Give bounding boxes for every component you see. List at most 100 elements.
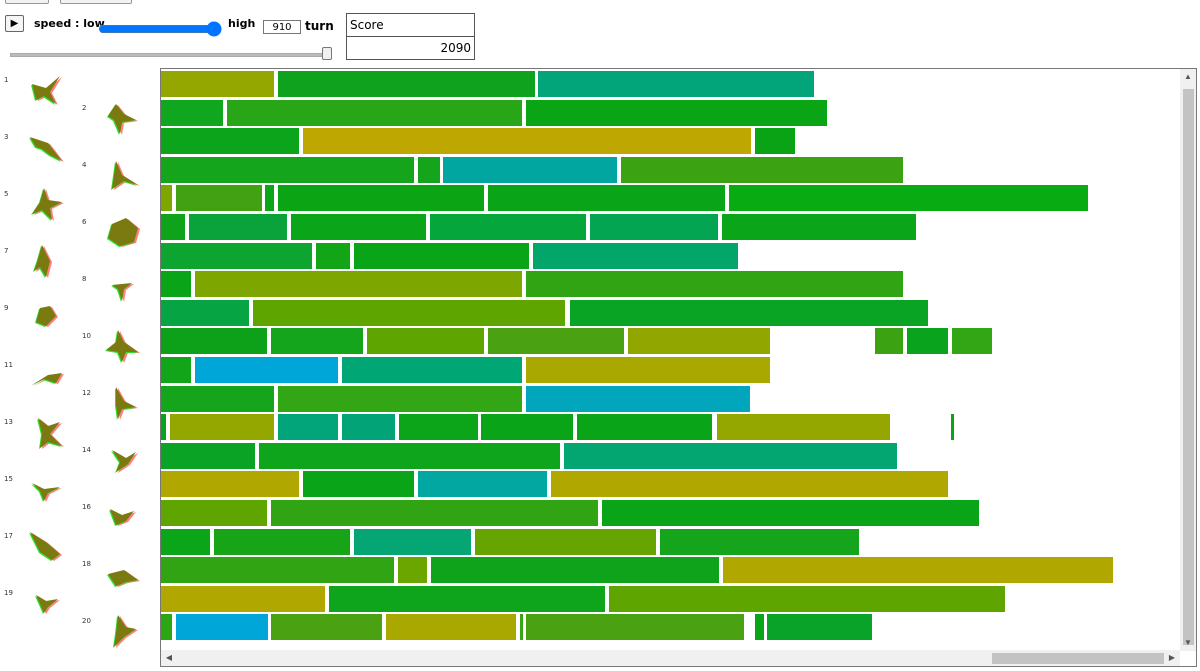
shape-thumbnail	[113, 615, 138, 648]
play-button[interactable]: ▶	[5, 15, 24, 32]
turn-input[interactable]	[263, 20, 301, 34]
turn-slider-thumb[interactable]	[322, 47, 332, 60]
lane-block	[526, 614, 744, 641]
lane-block	[161, 214, 185, 240]
lane-row	[161, 414, 1179, 441]
lane-block	[161, 414, 166, 441]
scroll-left-icon[interactable]: ◀	[165, 653, 173, 662]
lane-block	[538, 71, 814, 97]
lane-block	[253, 299, 565, 326]
lane-block	[717, 414, 890, 441]
lane-block	[278, 71, 535, 97]
lane-block	[755, 614, 764, 641]
lane-row	[161, 328, 1179, 355]
lane-block	[755, 128, 795, 155]
shape-thumbnail	[109, 509, 136, 526]
shape-thumbnail	[35, 595, 60, 614]
lane-row	[161, 614, 1179, 641]
lane-block	[431, 557, 719, 584]
lane-block	[526, 99, 827, 126]
top-button-1[interactable]	[5, 0, 49, 4]
play-icon: ▶	[10, 18, 19, 29]
shape-number: 2	[82, 104, 87, 112]
lane-canvas	[161, 69, 1179, 649]
turn-slider-track[interactable]	[10, 53, 330, 57]
scroll-up-icon[interactable]: ▲	[1184, 72, 1192, 81]
lane-row	[161, 99, 1179, 126]
lane-row	[161, 271, 1179, 298]
shape-thumbnail	[33, 245, 52, 278]
lane-block	[161, 500, 267, 526]
lane-row	[161, 500, 1179, 526]
shape-number: 3	[4, 133, 9, 141]
lane-block	[952, 328, 992, 355]
lane-row	[161, 442, 1179, 469]
lane-block	[526, 385, 750, 412]
lane-block	[161, 385, 274, 412]
lane-block	[488, 328, 624, 355]
lane-row	[161, 471, 1179, 498]
top-button-2[interactable]	[60, 0, 132, 4]
vertical-scrollbar[interactable]: ▲ ▼	[1180, 69, 1196, 651]
lane-block	[161, 128, 299, 155]
lane-block	[265, 185, 274, 212]
shape-thumbnail	[111, 450, 138, 473]
lane-block	[271, 328, 363, 355]
scroll-right-icon[interactable]: ▶	[1168, 653, 1176, 662]
lane-block	[342, 414, 395, 441]
lane-block	[161, 528, 210, 555]
scroll-down-icon[interactable]: ▼	[1184, 638, 1192, 647]
horizontal-scrollbar[interactable]: ◀ ▶	[161, 650, 1180, 666]
lane-viewport[interactable]: ▲ ▼ ◀ ▶	[160, 68, 1197, 667]
lane-block	[526, 271, 903, 298]
lane-block	[278, 185, 484, 212]
lane-row	[161, 156, 1179, 183]
shape-number: 14	[82, 446, 91, 454]
lane-block	[271, 614, 382, 641]
lane-block	[189, 214, 287, 240]
shape-thumbnail	[105, 330, 140, 363]
lane-block	[660, 528, 859, 555]
lane-block	[176, 614, 268, 641]
lane-row	[161, 528, 1179, 555]
shape-number: 15	[4, 475, 13, 483]
horizontal-scroll-thumb[interactable]	[992, 653, 1164, 664]
lane-block	[399, 414, 478, 441]
lane-block	[195, 271, 522, 298]
lane-row	[161, 557, 1179, 584]
lane-block	[609, 585, 1005, 612]
shape-number: 1	[4, 76, 9, 84]
shape-number: 11	[4, 361, 13, 369]
lane-row	[161, 128, 1179, 155]
shape-thumbnail	[107, 104, 138, 135]
shape-thumbnail	[29, 137, 64, 162]
lane-block	[161, 442, 255, 469]
lane-block	[161, 557, 394, 584]
shape-number: 12	[82, 389, 91, 397]
lane-row	[161, 585, 1179, 612]
lane-row	[161, 214, 1179, 240]
shape-thumbnail	[29, 532, 62, 561]
lane-block	[570, 299, 928, 326]
lane-block	[176, 185, 262, 212]
lane-block	[161, 71, 274, 97]
shape-number: 18	[82, 560, 91, 568]
lane-block	[214, 528, 350, 555]
speed-slider[interactable]	[98, 22, 222, 36]
score-box: Score 2090	[346, 13, 475, 60]
lane-row	[161, 357, 1179, 383]
lane-block	[621, 156, 903, 183]
vertical-scroll-thumb[interactable]	[1183, 89, 1194, 645]
lane-block	[386, 614, 516, 641]
lane-block	[161, 242, 312, 269]
lane-block	[488, 185, 725, 212]
shape-number: 8	[82, 275, 87, 283]
lane-block	[628, 328, 770, 355]
lane-block	[303, 128, 751, 155]
shape-number: 13	[4, 418, 13, 426]
lane-block	[526, 357, 770, 383]
lane-row	[161, 242, 1179, 269]
shape-thumbnail	[111, 161, 140, 190]
lane-block	[551, 471, 948, 498]
shape-thumbnail	[31, 373, 64, 386]
